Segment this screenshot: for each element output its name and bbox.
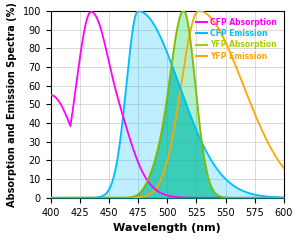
Legend: CFP Absorption, CFP Emission, YFP Absorption, YFP Emission: CFP Absorption, CFP Emission, YFP Absorp… [193,15,280,64]
X-axis label: Wavelength (nm): Wavelength (nm) [113,223,221,233]
Y-axis label: Absorption and Emission Spectra (%): Absorption and Emission Spectra (%) [7,2,17,207]
